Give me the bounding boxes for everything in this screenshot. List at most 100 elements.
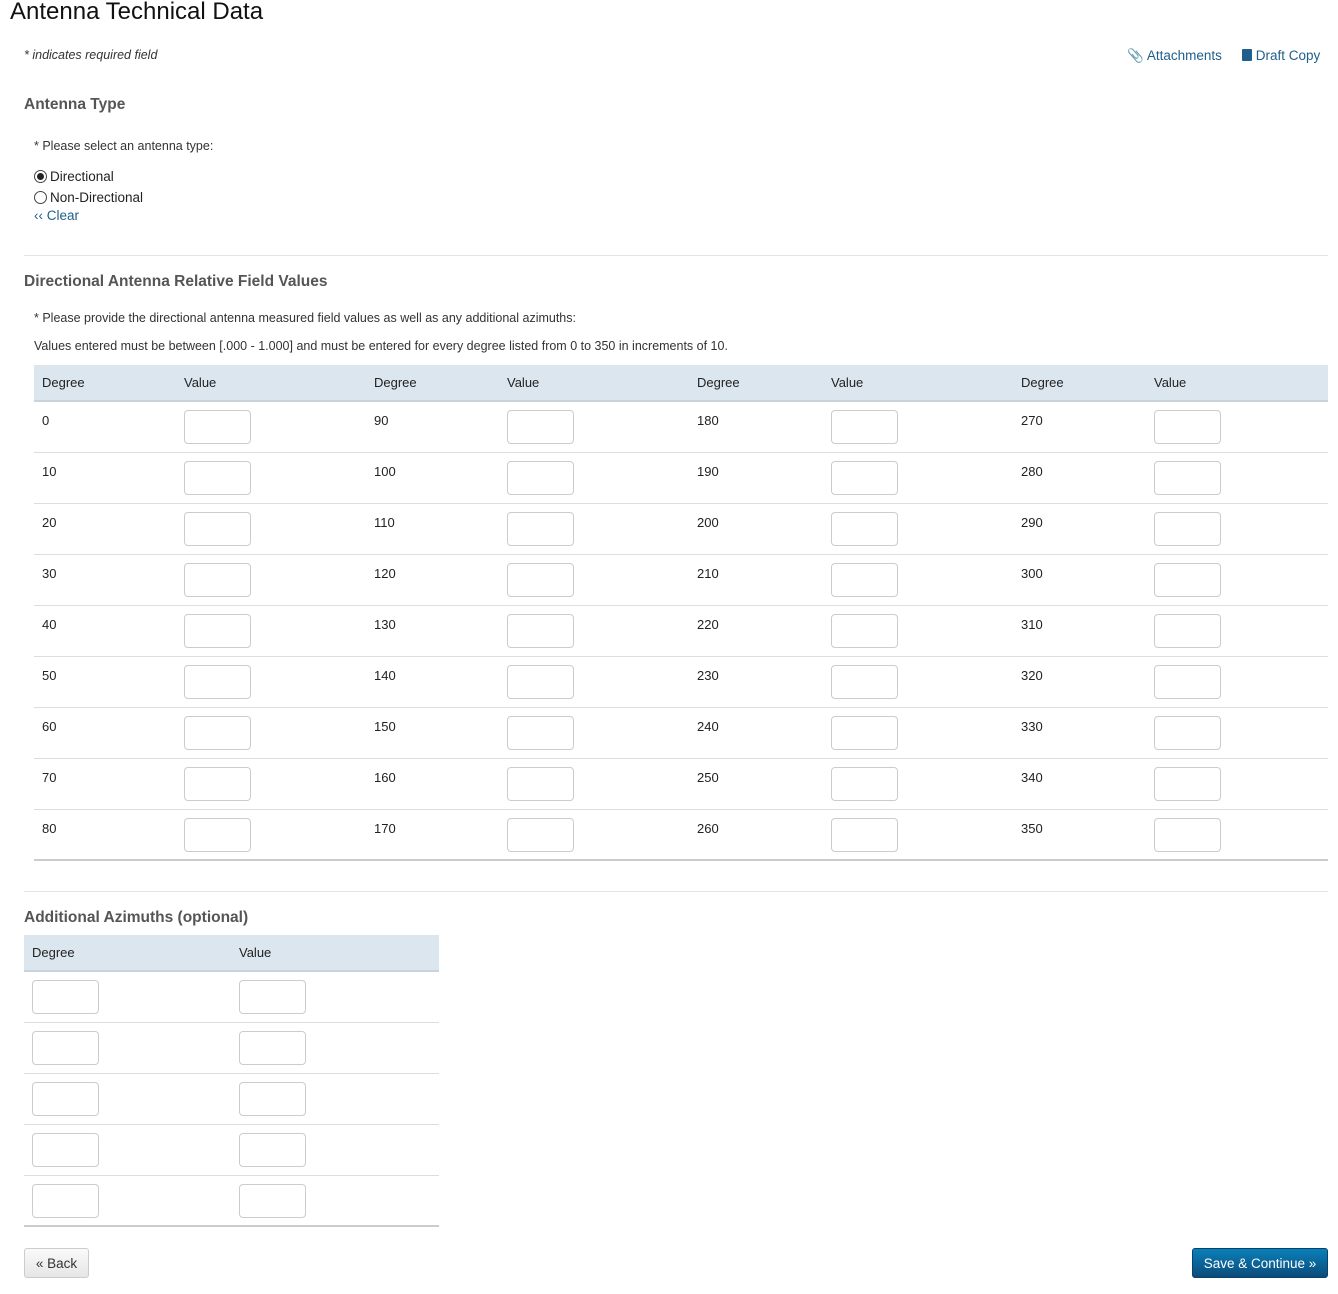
value-input-30[interactable] [184,562,251,597]
degree-cell: 310 [1013,605,1146,657]
value-input-90[interactable] [507,410,574,444]
azimuths-heading: Additional Azimuths (optional) [24,909,249,926]
table-row: 30 120 210 300 [34,554,1328,606]
value-input-200[interactable] [831,511,898,546]
degree-cell: 130 [366,605,499,657]
azimuth-value-input[interactable] [239,1183,306,1218]
divider [24,891,1328,892]
column-header-value: Value [231,935,439,972]
value-cell [1146,758,1328,810]
table-row: 80 170 260 350 [34,809,1328,861]
value-cell [176,605,366,657]
value-input-140[interactable] [507,664,574,699]
value-input-250[interactable] [831,766,898,801]
azimuth-degree-input[interactable] [32,1081,99,1116]
value-input-170[interactable] [507,817,574,852]
value-cell [176,554,366,606]
value-cell [1146,707,1328,759]
column-header-degree: Degree [689,365,823,402]
value-cell [823,554,1013,606]
clear-link[interactable]: ‹‹ Clear [34,208,80,223]
radio-button[interactable] [34,191,47,204]
degree-cell: 260 [689,809,823,861]
value-input-270[interactable] [1154,410,1221,444]
value-input-290[interactable] [1154,511,1221,546]
value-input-340[interactable] [1154,766,1221,801]
draft-copy-label: Draft Copy [1255,48,1321,63]
table-row [24,971,439,1023]
value-input-310[interactable] [1154,613,1221,648]
value-input-190[interactable] [831,460,898,495]
value-cell [823,707,1013,759]
azimuth-value-input[interactable] [239,1030,306,1065]
table-row [24,1124,439,1176]
value-cell [176,656,366,708]
value-cell [176,758,366,810]
value-input-320[interactable] [1154,664,1221,699]
azimuth-degree-input[interactable] [32,980,99,1014]
azimuth-value-input[interactable] [239,1132,306,1167]
radio-button-checked[interactable] [34,170,47,183]
column-header-degree: Degree [1013,365,1146,402]
degree-cell: 90 [366,401,499,453]
value-cell [231,1073,439,1125]
value-input-210[interactable] [831,562,898,597]
value-input-230[interactable] [831,664,898,699]
value-input-160[interactable] [507,766,574,801]
value-input-260[interactable] [831,817,898,852]
value-input-280[interactable] [1154,460,1221,495]
back-button[interactable]: « Back [24,1248,89,1278]
azimuth-degree-input[interactable] [32,1132,99,1167]
value-cell [176,452,366,504]
value-cell [231,971,439,1023]
value-input-40[interactable] [184,613,251,648]
value-input-100[interactable] [507,460,574,495]
degree-cell: 150 [366,707,499,759]
value-input-330[interactable] [1154,715,1221,750]
value-input-130[interactable] [507,613,574,648]
radio-non-directional[interactable]: Non-Directional [34,190,143,205]
paperclip-icon: 📎 [1127,48,1144,63]
table-row: 70 160 250 340 [34,758,1328,810]
value-input-0[interactable] [184,410,251,444]
value-input-350[interactable] [1154,817,1221,852]
save-continue-button[interactable]: Save & Continue » [1192,1248,1328,1278]
degree-cell: 50 [34,656,176,708]
azimuth-value-input[interactable] [239,980,306,1014]
degree-cell: 220 [689,605,823,657]
value-input-20[interactable] [184,511,251,546]
radio-label: Non-Directional [50,190,144,205]
value-cell [231,1022,439,1074]
value-input-10[interactable] [184,460,251,495]
value-input-50[interactable] [184,664,251,699]
value-input-150[interactable] [507,715,574,750]
column-header-value: Value [1146,365,1328,402]
degree-cell: 300 [1013,554,1146,606]
azimuth-degree-input[interactable] [32,1030,99,1065]
value-input-240[interactable] [831,715,898,750]
radio-label: Directional [50,169,114,184]
attachments-link[interactable]: 📎 Attachments [1127,48,1222,64]
azimuth-degree-input[interactable] [32,1183,99,1218]
degree-cell: 0 [34,401,176,453]
value-input-110[interactable] [507,511,574,546]
table-row [24,1073,439,1125]
azimuths-table: Degree Value [24,935,439,1227]
value-input-300[interactable] [1154,562,1221,597]
radio-directional[interactable]: Directional [34,169,114,184]
degree-cell: 100 [366,452,499,504]
azimuth-value-input[interactable] [239,1081,306,1116]
value-input-80[interactable] [184,817,251,852]
value-input-60[interactable] [184,715,251,750]
value-input-70[interactable] [184,766,251,801]
value-input-120[interactable] [507,562,574,597]
column-header-degree: Degree [34,365,176,402]
degree-cell: 340 [1013,758,1146,810]
table-row [24,1175,439,1227]
value-cell [1146,503,1328,555]
value-input-180[interactable] [831,410,898,444]
degree-cell: 270 [1013,401,1146,453]
value-input-220[interactable] [831,613,898,648]
attachments-label: Attachments [1146,48,1222,63]
draft-copy-link[interactable]: Draft Copy [1242,48,1320,63]
